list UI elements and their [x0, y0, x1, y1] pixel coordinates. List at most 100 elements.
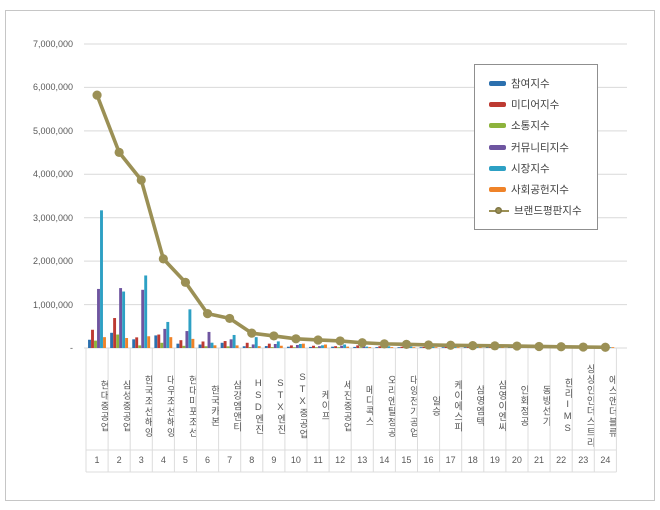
bar-소통지수: [160, 342, 164, 348]
legend-label: 미디어지수: [511, 99, 560, 111]
category-label: 대우조선해양: [164, 374, 175, 438]
y-axis-label: -: [70, 343, 73, 353]
bar-소통지수: [270, 347, 274, 348]
bar-소통지수: [315, 347, 318, 348]
bar-소통지수: [337, 347, 341, 348]
bar-미디어지수: [400, 346, 404, 348]
legend-label: 커뮤니티지수: [511, 141, 569, 154]
category-label: 삼영엠텍: [473, 385, 484, 427]
category-label: 메디콕스: [363, 385, 374, 427]
bar-시장지수: [210, 342, 214, 348]
bar-사회공헌지수: [125, 338, 129, 348]
bar-사회공헌지수: [390, 347, 394, 348]
rank-label: 9: [271, 455, 277, 465]
rank-label: 12: [335, 455, 346, 465]
category-label: 삼영이엔씨: [495, 379, 506, 433]
bar-커뮤니티지수: [207, 331, 211, 348]
bar-커뮤니티지수: [141, 289, 145, 348]
bar-소통지수: [94, 340, 97, 348]
bar-시장지수: [453, 346, 457, 348]
bar-사회공헌지수: [412, 347, 416, 348]
bar-미디어지수: [466, 346, 470, 348]
bar-미디어지수: [201, 341, 205, 348]
line-marker: [158, 254, 168, 264]
category-label: 한라IMS: [562, 377, 573, 435]
bar-사회공헌지수: [147, 336, 151, 348]
bar-소통지수: [204, 346, 208, 348]
bar-참여지수: [441, 347, 445, 348]
category-label: 현대미포조선: [186, 374, 197, 438]
category-label: 일승: [429, 395, 440, 417]
line-marker: [291, 334, 301, 344]
legend-color-swatch: [489, 80, 506, 86]
bar-시장지수: [100, 210, 103, 348]
bar-시장지수: [387, 346, 391, 348]
rank-label: 1: [94, 455, 100, 465]
bar-시장지수: [298, 344, 302, 348]
line-marker: [247, 328, 257, 338]
category-label: 현대중공업: [98, 379, 109, 433]
rank-label: 14: [379, 455, 390, 465]
line-marker: [423, 340, 434, 350]
y-axis-label: 1,000,000: [32, 299, 73, 310]
bar-참여지수: [176, 343, 180, 348]
bar-시장지수: [166, 321, 170, 348]
bar-미디어지수: [135, 337, 139, 348]
bar-사회공헌지수: [368, 347, 372, 348]
bar-참여지수: [397, 347, 401, 348]
legend-color-swatch: [489, 123, 506, 129]
rank-label: 11: [313, 455, 323, 465]
category-label: 세진중공업: [341, 379, 352, 433]
bar-미디어지수: [179, 340, 183, 348]
line-marker: [401, 339, 412, 349]
line-marker: [512, 341, 522, 351]
rank-label: 19: [489, 455, 500, 465]
rank-label: 16: [423, 455, 434, 465]
y-axis-label: 4,000,000: [32, 169, 73, 180]
bar-커뮤니티지수: [119, 288, 123, 348]
rank-label: 22: [556, 455, 567, 465]
rank-label: 3: [138, 455, 144, 465]
legend-item: 시장지수: [489, 161, 597, 175]
legend-color-swatch: [489, 144, 506, 150]
category-label: 한국카본: [208, 385, 219, 427]
bar-참여지수: [198, 344, 202, 348]
legend-label: 소통지수: [511, 120, 550, 133]
category-label: 상상인인더스트리: [584, 364, 595, 448]
category-label: 한국조선해양: [142, 374, 153, 438]
line-marker: [313, 335, 323, 345]
bar-미디어지수: [422, 346, 426, 348]
line-marker: [269, 331, 279, 341]
bar-미디어지수: [334, 346, 338, 348]
bar-사회공헌지수: [301, 343, 305, 348]
bar-참여지수: [88, 339, 91, 348]
bar-미디어지수: [223, 341, 227, 348]
bar-사회공헌지수: [279, 345, 283, 348]
category-label: 오리엔탈정공: [385, 374, 396, 438]
rank-label: 4: [160, 455, 166, 465]
bar-시장지수: [365, 346, 369, 348]
bar-시장지수: [188, 309, 192, 348]
line-marker: [357, 338, 367, 348]
line-marker: [578, 342, 588, 352]
category-label: 삼강엠앤티: [230, 379, 241, 433]
bar-참여지수: [286, 346, 290, 348]
rank-label: 20: [511, 455, 522, 465]
legend-line-marker-swatch: [489, 206, 509, 216]
line-marker: [490, 341, 500, 351]
line-marker: [534, 341, 544, 352]
bar-참여지수: [331, 346, 335, 348]
bar-소통지수: [138, 345, 142, 348]
category-label: 케이에스피: [451, 379, 462, 433]
bar-커뮤니티지수: [163, 328, 167, 348]
bar-사회공헌지수: [191, 338, 195, 348]
bar-미디어지수: [444, 346, 448, 348]
bar-시장지수: [475, 346, 479, 348]
legend-item: 참여지수: [489, 76, 597, 90]
bar-소통지수: [116, 334, 120, 348]
bar-사회공헌지수: [434, 347, 438, 348]
line-marker: [335, 336, 345, 346]
line-marker: [379, 339, 389, 349]
